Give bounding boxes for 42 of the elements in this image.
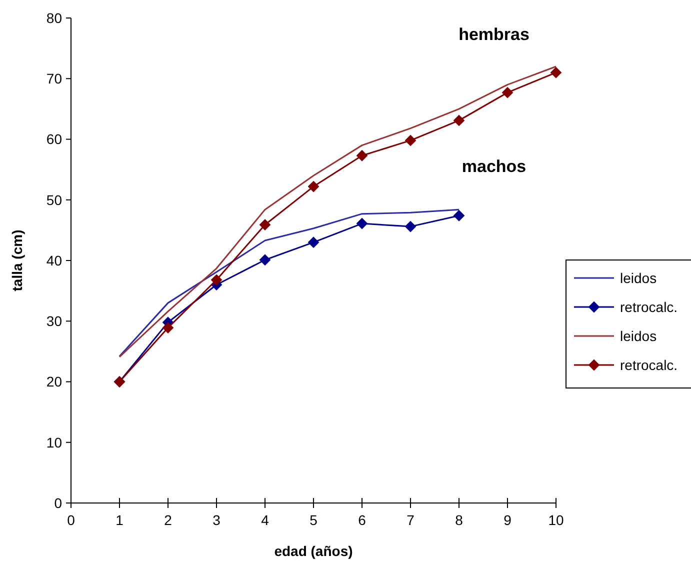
y-tick-label: 70: [46, 70, 62, 87]
point: [405, 134, 416, 146]
point: [308, 236, 319, 248]
x-tick-label: 4: [261, 512, 270, 528]
legend-label: leidos: [620, 328, 657, 344]
annotation: machos: [462, 157, 526, 176]
point: [356, 218, 368, 230]
x-axis-title: edad (años): [274, 543, 353, 559]
x-tick-label: 10: [548, 512, 564, 528]
annotation: hembras: [458, 25, 530, 44]
point: [454, 210, 464, 222]
y-tick-label: 30: [46, 313, 62, 330]
y-tick-label: 20: [46, 374, 62, 390]
x-tick-label: 7: [406, 512, 415, 528]
x-tick-label: 8: [455, 512, 464, 528]
point: [308, 181, 319, 192]
y-tick-label: 40: [46, 252, 62, 268]
point: [405, 221, 416, 232]
x-tick-label: 6: [358, 512, 366, 528]
y-tick-label: 60: [46, 131, 62, 148]
y-tick-label: 80: [46, 10, 62, 26]
x-tick-label: 5: [310, 512, 318, 528]
y-tick-label: 50: [46, 192, 62, 208]
x-tick-label: 3: [212, 512, 221, 528]
legend-label: retrocalc.: [620, 356, 678, 373]
point: [454, 114, 464, 126]
x-tick-label: 2: [164, 512, 172, 528]
point: [356, 150, 368, 162]
x-tick-label: 9: [504, 512, 512, 528]
point: [260, 219, 270, 230]
point: [260, 254, 270, 266]
y-axis-title: talla (cm): [9, 230, 25, 292]
y-tick-label: 0: [54, 494, 62, 511]
legend-label: retrocalc.: [620, 298, 678, 315]
point: [502, 87, 513, 98]
legend-label: leidos: [620, 270, 657, 286]
point: [211, 274, 222, 286]
point: [162, 322, 174, 334]
x-tick-label: 1: [116, 512, 124, 528]
x-tick-label: 0: [67, 512, 76, 528]
y-tick-label: 10: [46, 434, 62, 450]
point: [550, 67, 562, 78]
